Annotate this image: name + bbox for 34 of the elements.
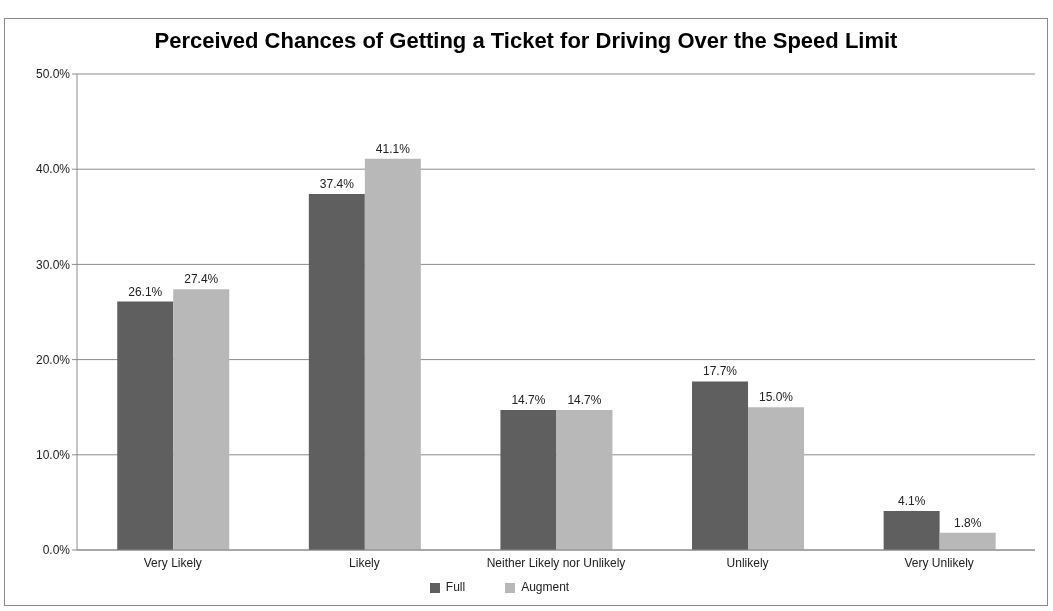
bar [556, 410, 613, 550]
legend-label: Full [445, 580, 466, 594]
y-tick-label: 30.0% [35, 257, 71, 272]
data-label: 27.4% [184, 272, 219, 287]
bar [883, 510, 940, 550]
bar [173, 289, 230, 550]
bar [364, 158, 421, 550]
y-tick-label: 20.0% [35, 352, 71, 367]
bar [692, 381, 749, 550]
data-label: 14.7% [511, 393, 546, 408]
data-label: 4.1% [897, 493, 926, 508]
bar [117, 301, 174, 550]
x-tick-label: Likely [349, 555, 380, 570]
y-tick-label: 40.0% [35, 162, 71, 177]
data-label: 14.7% [567, 393, 602, 408]
x-tick-label: Unlikely [726, 555, 769, 570]
data-label: 17.7% [703, 364, 738, 379]
x-tick-label: Very Likely [143, 555, 202, 570]
data-label: 15.0% [759, 390, 794, 405]
data-label: 26.1% [128, 284, 163, 299]
data-label: 37.4% [319, 176, 355, 191]
legend-label: Augment [521, 580, 570, 594]
bar [308, 193, 365, 550]
chart-title: Perceived Chances of Getting a Ticket for Driving Over the Speed Limit [153, 28, 899, 54]
x-tick-label: Neither Likely nor Unlikely [486, 555, 626, 570]
bar [748, 407, 805, 550]
data-label: 1.8% [953, 515, 982, 530]
bar [500, 410, 557, 550]
y-tick-label: 0.0% [42, 543, 71, 558]
x-tick-label: Very Unlikely [904, 555, 974, 570]
y-tick-label: 50.0% [35, 67, 71, 82]
bar [939, 532, 996, 550]
y-tick-label: 10.0% [35, 448, 71, 463]
data-label: 41.1% [375, 141, 411, 156]
